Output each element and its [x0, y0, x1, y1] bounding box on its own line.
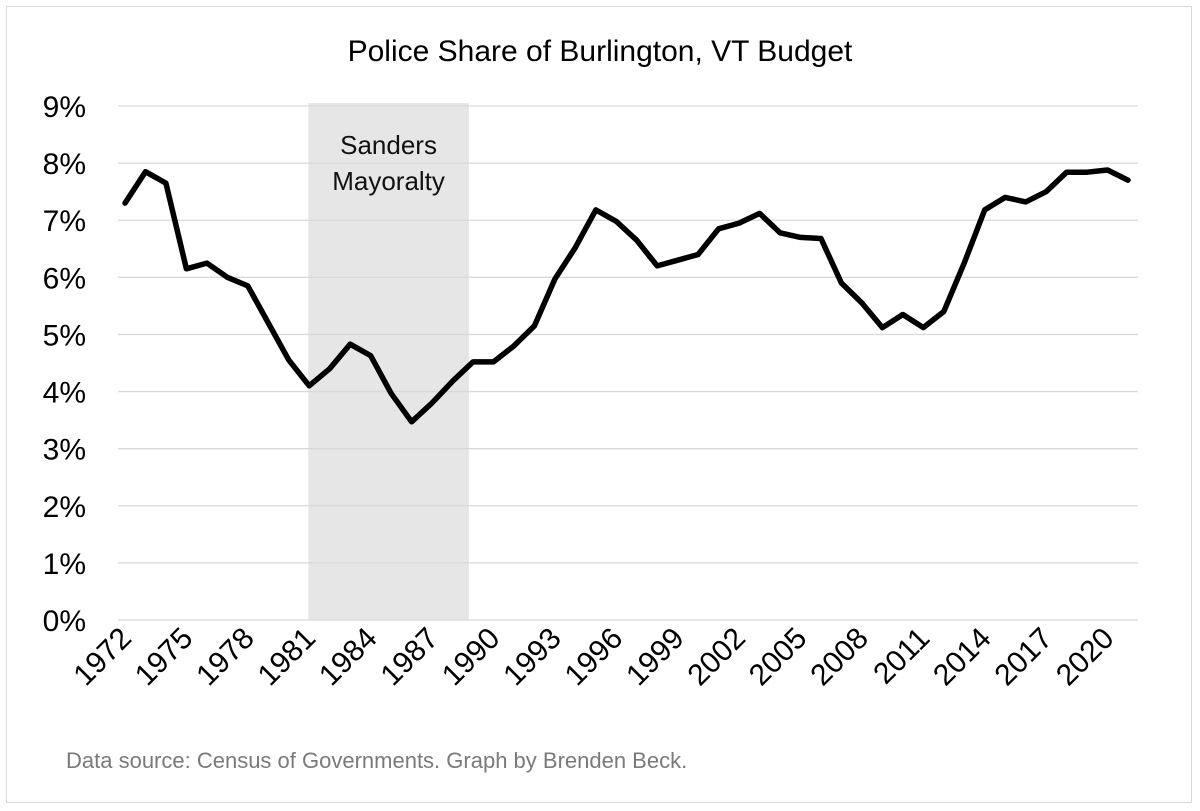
x-tick-label: 1996 [559, 622, 630, 693]
x-tick-label: 2011 [867, 622, 936, 691]
series-line-0 [122, 167, 1131, 425]
x-axis-ticks: 1972197519781981198419871990199319961999… [67, 622, 1120, 693]
x-tick-label: 1978 [190, 622, 261, 693]
x-tick-label: 1975 [129, 622, 200, 693]
y-tick-label: 4% [43, 377, 86, 410]
x-tick-label: 2008 [804, 622, 875, 693]
x-tick-label: 1981 [252, 622, 323, 693]
y-tick-label: 0% [43, 605, 86, 638]
y-axis-ticks: 0% 1% 2% 3% 4% 5% 6% 7% 8% 9% [43, 91, 86, 638]
annotation-label-line2: Mayoralty [332, 166, 445, 196]
x-tick-label: 1999 [620, 622, 691, 693]
y-tick-label: 5% [43, 319, 86, 352]
x-tick-label: 1984 [313, 622, 384, 693]
y-tick-label: 6% [43, 262, 86, 295]
chart-frame [6, 6, 1192, 803]
gridlines [118, 105, 1138, 621]
y-tick-label: 3% [43, 434, 86, 467]
y-tick-label: 1% [43, 548, 86, 581]
y-tick-label: 7% [43, 205, 86, 238]
x-tick-label: 2002 [681, 622, 752, 693]
x-tick-label: 1993 [497, 622, 568, 693]
x-tick-label: 2017 [989, 622, 1060, 693]
x-tick-label: 2020 [1050, 622, 1121, 693]
chart-title: Police Share of Burlington, VT Budget [348, 35, 853, 68]
y-tick-label: 9% [43, 91, 86, 124]
series-layer [122, 167, 1131, 425]
x-tick-label: 2014 [927, 622, 998, 693]
y-tick-label: 2% [43, 491, 86, 524]
data-source-note: Data source: Census of Governments. Grap… [66, 748, 687, 773]
annotation-label-line1: Sanders [340, 130, 437, 160]
y-tick-label: 8% [43, 148, 86, 181]
x-tick-label: 1990 [436, 622, 507, 693]
x-tick-label: 2005 [743, 622, 814, 693]
x-tick-label: 1987 [374, 622, 445, 693]
